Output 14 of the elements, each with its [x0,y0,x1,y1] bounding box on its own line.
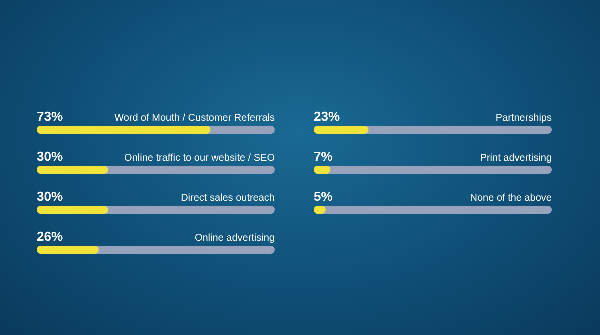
data-label: 30% [37,149,64,164]
data-label: 73% [37,109,64,124]
data-label: 26% [37,229,64,244]
data-label: 23% [314,109,340,124]
category-label: Print advertising [480,153,552,164]
category-label: Online advertising [194,233,275,244]
category-label: Partnerships [496,113,552,124]
category-label: Online traffic to our website / SEO [124,153,275,164]
category-label: Direct sales outreach [181,193,275,204]
data-label: 30% [37,189,64,204]
category-label: Word of Mouth / Customer Referrals [114,113,275,124]
data-label: 5% [314,189,334,204]
data-label: 7% [314,149,334,164]
category-label: None of the above [470,193,552,204]
